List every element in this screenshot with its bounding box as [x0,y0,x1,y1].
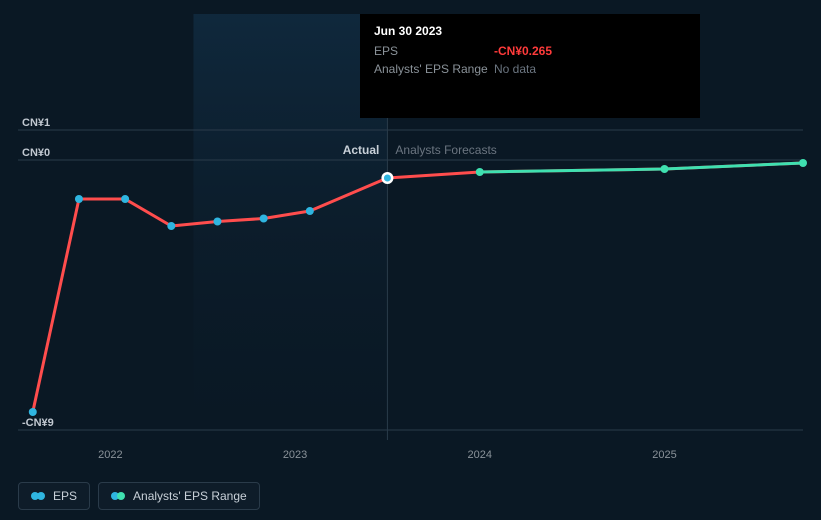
svg-text:2022: 2022 [98,449,122,461]
legend-item-analysts-range[interactable]: Analysts' EPS Range [98,482,260,510]
legend-swatch [111,492,125,500]
svg-text:2024: 2024 [468,449,492,461]
legend-item-eps[interactable]: EPS [18,482,90,510]
svg-text:2023: 2023 [283,449,307,461]
tooltip-row-value: -CN¥0.265 [494,42,552,60]
tooltip-title: Jun 30 2023 [374,24,686,38]
tooltip-row-value: No data [494,60,536,78]
tooltip-row-range: Analysts' EPS Range No data [374,60,686,78]
svg-text:CN¥0: CN¥0 [22,147,50,159]
eps-chart: CN¥1 CN¥0 -CN¥9 Actual Analysts Forecasts 202… [0,0,821,520]
svg-text:2025: 2025 [652,449,676,461]
tooltip-row-eps: EPS -CN¥0.265 [374,42,686,60]
legend-swatch [31,492,45,500]
legend-label: EPS [53,489,77,503]
chart-tooltip: Jun 30 2023 EPS -CN¥0.265 Analysts' EPS … [360,14,700,118]
svg-text:Analysts Forecasts: Analysts Forecasts [395,143,496,157]
legend-label: Analysts' EPS Range [133,489,247,503]
tooltip-row-label: Analysts' EPS Range [374,60,494,78]
svg-text:CN¥1: CN¥1 [22,117,50,129]
svg-text:-CN¥9: -CN¥9 [22,417,54,429]
tooltip-row-label: EPS [374,42,494,60]
chart-legend: EPS Analysts' EPS Range [18,482,260,510]
svg-text:Actual: Actual [343,143,380,157]
